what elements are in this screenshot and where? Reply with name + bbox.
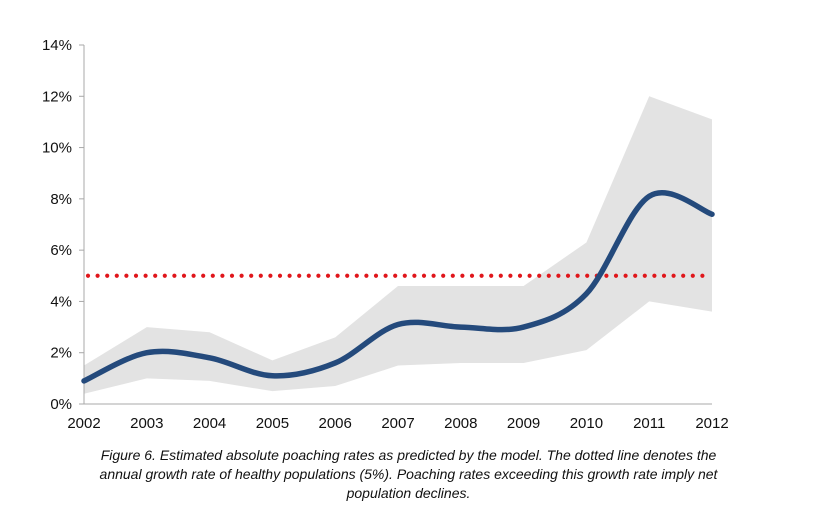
x-tick-label: 2012 [695, 415, 728, 432]
data-point [332, 360, 338, 366]
caption-line-3: population declines. [346, 485, 471, 501]
data-point [646, 193, 652, 199]
data-point [583, 291, 589, 297]
x-tick-label: 2010 [570, 415, 603, 432]
poaching-rate-chart: 0% 2% 4% 6% 8% 10% 12% 14% 2002 2003 2004 2005 2006 2… [42, 37, 729, 432]
data-point [709, 211, 715, 217]
x-tick-label: 2006 [319, 415, 352, 432]
caption-line-1: Figure 6. Estimated absolute poaching ra… [100, 447, 717, 463]
x-tick-label: 2003 [130, 415, 163, 432]
caption-line-2: annual growth rate of healthy population… [99, 466, 718, 482]
data-point [144, 350, 150, 356]
data-point [458, 324, 464, 330]
y-tick-label: 0% [50, 396, 72, 413]
y-tick-label: 8% [50, 191, 72, 208]
data-point [81, 378, 87, 384]
y-tick-label: 6% [50, 242, 72, 259]
tick-label-layer: 0% 2% 4% 6% 8% 10% 12% 14% 2002 2003 2004 2005 2006 2… [42, 37, 729, 432]
y-tick-label: 2% [50, 345, 72, 362]
data-point [207, 355, 213, 361]
axis-layer [79, 44, 712, 405]
x-tick-label: 2005 [256, 415, 289, 432]
y-tick-label: 12% [42, 88, 72, 105]
data-point [521, 324, 527, 330]
figure-caption: Figure 6. Estimated absolute poaching ra… [0, 446, 817, 503]
x-tick-label: 2008 [444, 415, 477, 432]
y-tick-label: 14% [42, 37, 72, 54]
data-point [269, 373, 275, 379]
x-tick-label: 2011 [633, 415, 665, 432]
y-tick-label: 4% [50, 293, 72, 310]
x-tick-label: 2002 [67, 415, 100, 432]
x-tick-label: 2007 [381, 415, 414, 432]
data-point [395, 322, 401, 328]
series-point-layer [81, 193, 715, 384]
x-tick-label: 2009 [507, 415, 540, 432]
y-tick-label: 10% [42, 140, 72, 157]
x-tick-label: 2004 [193, 415, 226, 432]
